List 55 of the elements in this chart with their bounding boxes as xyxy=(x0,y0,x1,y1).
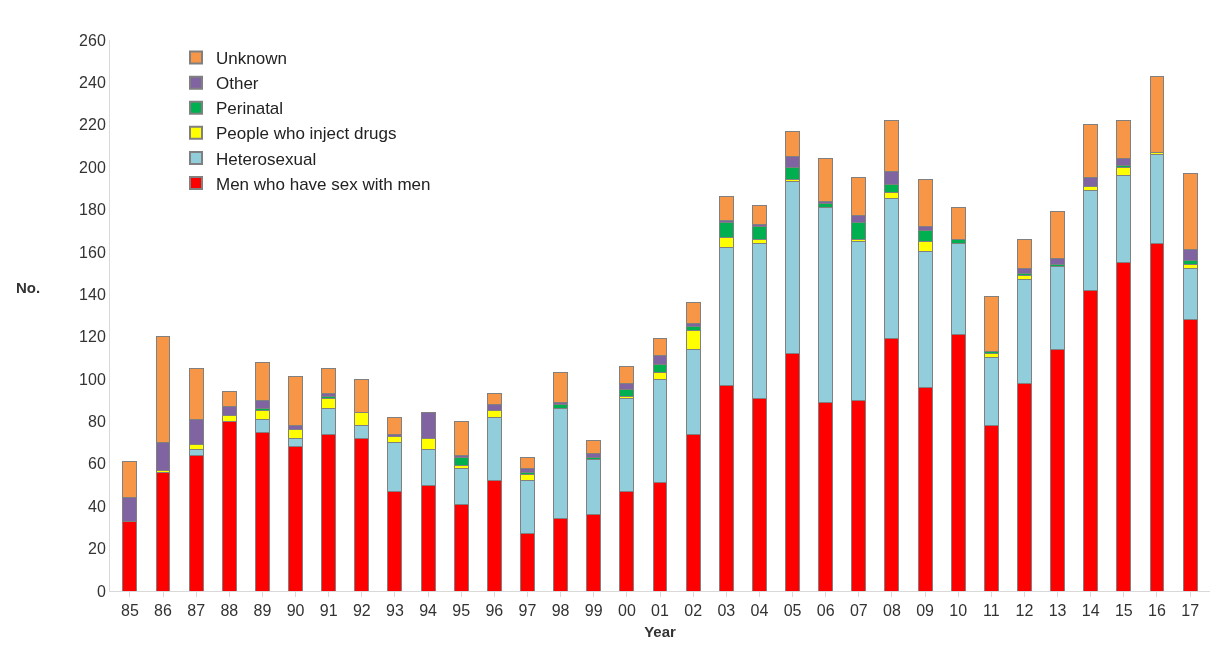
x-tick-label: 93 xyxy=(386,602,404,620)
x-tick-label: 00 xyxy=(617,602,636,620)
x-tick-label: 13 xyxy=(1048,602,1067,620)
x-tick-label: 02 xyxy=(684,602,703,620)
x-tick-label: 03 xyxy=(717,602,736,620)
y-tick-label: 260 xyxy=(79,31,106,49)
x-tick-label: 01 xyxy=(651,602,669,620)
x-tick-label: 90 xyxy=(286,602,305,620)
x-tick-label: 92 xyxy=(352,602,371,620)
y-tick-label: 40 xyxy=(88,497,106,515)
x-tick-label: 08 xyxy=(883,602,901,620)
x-tick-label: 86 xyxy=(154,602,173,620)
x-tick-label: 17 xyxy=(1181,602,1200,620)
y-tick-label: 20 xyxy=(88,540,106,558)
y-tick-label: 60 xyxy=(88,455,106,473)
x-tick-label: 09 xyxy=(916,602,935,620)
y-tick-label: 180 xyxy=(79,201,106,219)
x-tick-label: 98 xyxy=(551,602,570,620)
x-tick-label: 87 xyxy=(187,602,206,620)
x-tick-label: 89 xyxy=(253,602,272,620)
x-tick-label: 85 xyxy=(120,602,139,620)
x-tick-label: 11 xyxy=(983,602,1000,620)
x-tick-label: 94 xyxy=(419,602,438,620)
y-axis-title: No. xyxy=(16,279,41,296)
x-tick-label: 97 xyxy=(518,602,537,620)
x-tick-label: 15 xyxy=(1114,602,1133,620)
legend-label: Men who have sex with men xyxy=(216,174,431,194)
x-tick-label: 91 xyxy=(319,602,338,620)
x-tick-label: 99 xyxy=(584,602,603,620)
y-tick-label: 240 xyxy=(79,73,106,91)
x-tick-label: 07 xyxy=(849,602,868,620)
y-tick-label: 200 xyxy=(79,158,106,176)
y-tick-label: 120 xyxy=(79,328,106,346)
x-tick-label: 16 xyxy=(1148,602,1166,620)
x-tick-label: 06 xyxy=(816,602,835,620)
legend-label: People who inject drugs xyxy=(216,124,397,144)
x-axis-title: Year xyxy=(644,623,677,641)
x-tick-label: 96 xyxy=(485,602,504,620)
y-tick-label: 220 xyxy=(79,116,106,134)
y-tick-label: 80 xyxy=(88,413,106,431)
legend-label: Unknown xyxy=(216,49,287,69)
y-tick-label: 0 xyxy=(96,582,106,600)
legend-label: Other xyxy=(216,74,259,94)
legend-label: Perinatal xyxy=(216,99,284,119)
x-tick-label: 05 xyxy=(783,602,802,620)
y-tick-label: 100 xyxy=(79,370,106,388)
y-tick-label: 140 xyxy=(79,285,106,303)
x-tick-label: 04 xyxy=(750,602,769,620)
x-tick-label: 14 xyxy=(1081,602,1100,620)
legend-label: Heterosexual xyxy=(216,149,317,169)
x-tick-label: 88 xyxy=(220,602,239,620)
y-tick-label: 160 xyxy=(79,243,106,261)
x-tick-label: 10 xyxy=(949,602,968,620)
x-tick-label: 12 xyxy=(1015,602,1034,620)
x-tick-label: 95 xyxy=(452,602,471,620)
